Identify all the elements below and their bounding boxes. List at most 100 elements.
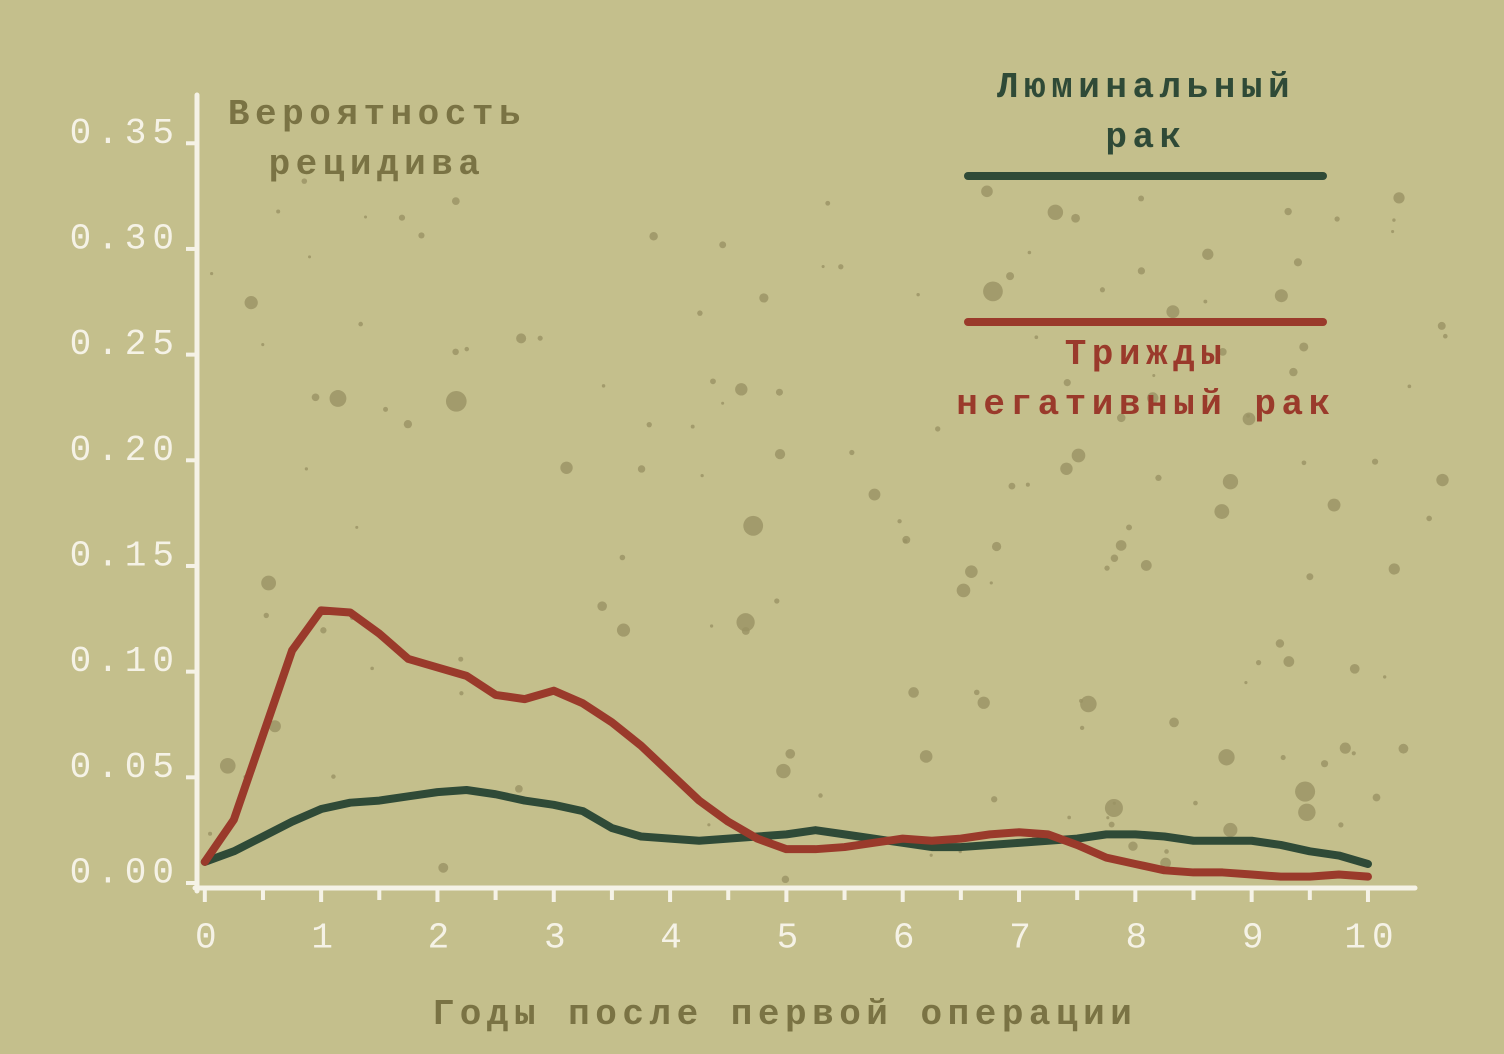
speckle xyxy=(774,448,786,460)
speckle xyxy=(311,393,320,402)
speckle xyxy=(1034,335,1039,340)
speckle xyxy=(1060,462,1073,475)
speckle xyxy=(1008,482,1016,490)
speckle xyxy=(1293,258,1303,267)
speckle xyxy=(1222,474,1239,490)
speckle xyxy=(1146,392,1159,404)
speckle xyxy=(1283,656,1295,667)
speckle xyxy=(736,613,755,632)
speckle xyxy=(776,763,791,779)
speckle xyxy=(1152,374,1156,378)
x-tick-label: 5 xyxy=(777,918,805,959)
speckle xyxy=(838,264,844,270)
speckle xyxy=(897,519,902,524)
speckle xyxy=(464,346,470,352)
speckle xyxy=(515,785,523,793)
speckle xyxy=(973,689,980,696)
speckle xyxy=(1244,681,1248,685)
speckle xyxy=(1108,821,1115,828)
speckle xyxy=(709,624,714,628)
speckle xyxy=(1392,218,1396,222)
speckle xyxy=(263,612,269,619)
speckle xyxy=(700,474,704,478)
speckle xyxy=(1047,204,1064,221)
speckle xyxy=(1275,639,1285,648)
speckle xyxy=(1115,540,1127,551)
speckle xyxy=(1025,482,1030,487)
speckle xyxy=(1166,305,1180,319)
x-tick-label: 2 xyxy=(428,918,456,959)
speckle xyxy=(445,390,467,412)
speckle xyxy=(849,449,855,456)
speckle xyxy=(785,748,796,759)
x-tick-label: 8 xyxy=(1126,918,1154,959)
speckle xyxy=(721,401,725,405)
speckle xyxy=(1437,321,1446,330)
speckle xyxy=(1202,248,1214,260)
speckle xyxy=(1160,857,1171,869)
y-tick-label: 0.00 xyxy=(70,853,180,894)
speckle xyxy=(916,292,920,297)
speckle xyxy=(710,378,716,385)
speckle xyxy=(1442,333,1448,339)
speckle xyxy=(451,197,460,206)
speckle xyxy=(301,178,308,184)
speckle xyxy=(458,656,464,662)
speckle xyxy=(1110,554,1119,562)
speckle xyxy=(1203,299,1208,304)
speckle xyxy=(1242,412,1256,426)
speckle xyxy=(1398,743,1409,754)
speckle xyxy=(1169,717,1179,728)
x-tick-label: 10 xyxy=(1344,918,1399,959)
speckle xyxy=(1104,798,1123,818)
speckle xyxy=(268,720,281,733)
y-tick-label: 0.30 xyxy=(70,218,180,259)
x-tick-label: 3 xyxy=(544,918,572,959)
speckle xyxy=(956,583,971,598)
speckle xyxy=(743,515,764,536)
legend-label: Трижды негативный рак xyxy=(956,334,1336,425)
speckle xyxy=(1164,849,1169,854)
speckle xyxy=(1351,751,1356,756)
speckle xyxy=(1391,229,1395,234)
speckle xyxy=(210,272,214,276)
speckle xyxy=(935,426,941,432)
speckle xyxy=(1223,822,1238,838)
speckle xyxy=(418,232,425,239)
y-tick-label: 0.10 xyxy=(70,641,180,682)
y-tick-label: 0.15 xyxy=(70,535,180,576)
speckle xyxy=(929,853,933,857)
speckle xyxy=(1301,460,1307,466)
speckle xyxy=(697,310,703,316)
speckle xyxy=(646,422,652,428)
speckle xyxy=(329,390,347,407)
speckle xyxy=(825,200,831,206)
speckle xyxy=(1426,515,1432,522)
y-tick-label: 0.25 xyxy=(70,324,180,365)
speckle xyxy=(991,541,1002,552)
speckle xyxy=(516,333,527,344)
speckle xyxy=(719,241,727,249)
y-tick-label: 0.20 xyxy=(70,430,180,471)
speckle xyxy=(759,293,769,303)
speckle xyxy=(965,565,978,578)
speckle xyxy=(403,420,413,429)
x-tick-label: 9 xyxy=(1242,918,1270,959)
x-tick-label: 0 xyxy=(195,918,223,959)
speckle xyxy=(331,774,336,779)
speckle xyxy=(977,696,990,709)
speckle xyxy=(919,750,933,763)
speckle xyxy=(690,424,695,429)
speckle xyxy=(1382,675,1387,679)
speckle xyxy=(707,823,711,827)
speckle xyxy=(1327,498,1341,512)
x-tick-label: 7 xyxy=(1009,918,1037,959)
speckle xyxy=(619,554,626,561)
speckle xyxy=(261,575,277,591)
speckle xyxy=(355,525,359,529)
speckle xyxy=(398,214,406,221)
speckle xyxy=(908,687,919,698)
speckle xyxy=(1393,192,1405,204)
